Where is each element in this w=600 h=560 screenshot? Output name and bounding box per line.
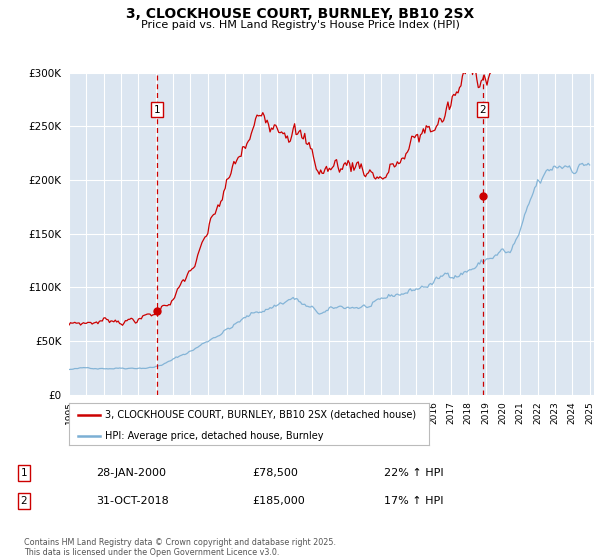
- Text: £78,500: £78,500: [252, 468, 298, 478]
- Text: 2: 2: [479, 105, 486, 115]
- Text: Price paid vs. HM Land Registry's House Price Index (HPI): Price paid vs. HM Land Registry's House …: [140, 20, 460, 30]
- Text: £185,000: £185,000: [252, 496, 305, 506]
- Text: 1: 1: [20, 468, 28, 478]
- Text: 3, CLOCKHOUSE COURT, BURNLEY, BB10 2SX (detached house): 3, CLOCKHOUSE COURT, BURNLEY, BB10 2SX (…: [105, 410, 416, 420]
- Text: 1: 1: [154, 105, 160, 115]
- Text: 22% ↑ HPI: 22% ↑ HPI: [384, 468, 443, 478]
- Text: 3, CLOCKHOUSE COURT, BURNLEY, BB10 2SX: 3, CLOCKHOUSE COURT, BURNLEY, BB10 2SX: [126, 7, 474, 21]
- Text: Contains HM Land Registry data © Crown copyright and database right 2025.
This d: Contains HM Land Registry data © Crown c…: [24, 538, 336, 557]
- Text: 28-JAN-2000: 28-JAN-2000: [96, 468, 166, 478]
- Text: 31-OCT-2018: 31-OCT-2018: [96, 496, 169, 506]
- Text: 17% ↑ HPI: 17% ↑ HPI: [384, 496, 443, 506]
- Text: HPI: Average price, detached house, Burnley: HPI: Average price, detached house, Burn…: [105, 431, 323, 441]
- Text: 2: 2: [20, 496, 28, 506]
